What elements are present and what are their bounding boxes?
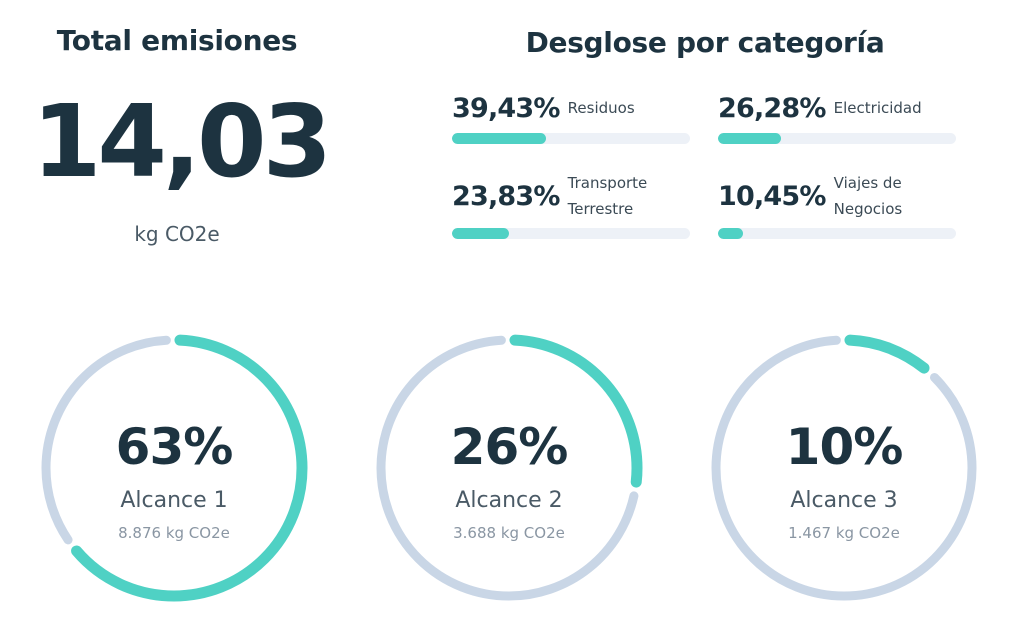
scope-1-ring [40,334,308,602]
category-electricidad: 26,28% Electricidad [718,84,956,154]
category-progress-track [718,228,956,239]
category-progress-fill [718,228,743,239]
category-progress-track [718,133,956,144]
scope-percent: 10% [785,418,904,476]
category-transporte-terrestre: 23,83% Transporte Terrestre [452,172,690,242]
scope-name: Alcance 1 [120,488,228,513]
category-percent: 26,28% [718,92,826,124]
category-progress-fill [452,133,546,144]
breakdown-title: Desglose por categoría [525,26,885,59]
scope-3-card: 10% Alcance 3 1.467 kg CO2e [708,332,980,604]
scope-percent: 63% [115,418,234,476]
category-percent: 39,43% [452,92,560,124]
scope-amount: 8.876 kg CO2e [118,524,230,542]
ring-progress-arc [375,334,643,602]
category-progress-fill [718,133,781,144]
scope-name: Alcance 2 [455,488,563,513]
ring-track [41,335,307,601]
category-residuos: 39,43% Residuos [452,84,690,154]
total-emissions-title: Total emisiones [56,24,298,57]
total-emissions-unit: kg CO2e [134,222,220,246]
scope-1-card: 63% Alcance 1 8.876 kg CO2e [38,332,310,604]
scope-2-ring [375,334,643,602]
ring-progress-arc [40,334,308,602]
ring-track [376,335,642,601]
category-progress-fill [452,228,509,239]
ring-track [711,335,977,601]
category-progress-track [452,133,690,144]
category-label: Residuos [567,99,635,117]
scope-amount: 1.467 kg CO2e [788,524,900,542]
category-label: Transporte Terrestre [567,174,648,218]
category-percent: 10,45% [718,180,826,212]
scope-name: Alcance 3 [790,488,898,513]
scope-amount: 3.688 kg CO2e [453,524,565,542]
scope-2-card: 26% Alcance 2 3.688 kg CO2e [373,332,645,604]
scope-3-ring [710,334,978,602]
total-emissions-value: 14,03 [31,83,332,200]
category-label: Electricidad [833,99,922,117]
category-viajes-de-negocios: 10,45% Viajes de Negocios [718,172,956,242]
category-progress-track [452,228,690,239]
category-percent: 23,83% [452,180,560,212]
category-label: Viajes de Negocios [833,174,903,218]
scope-percent: 26% [450,418,569,476]
